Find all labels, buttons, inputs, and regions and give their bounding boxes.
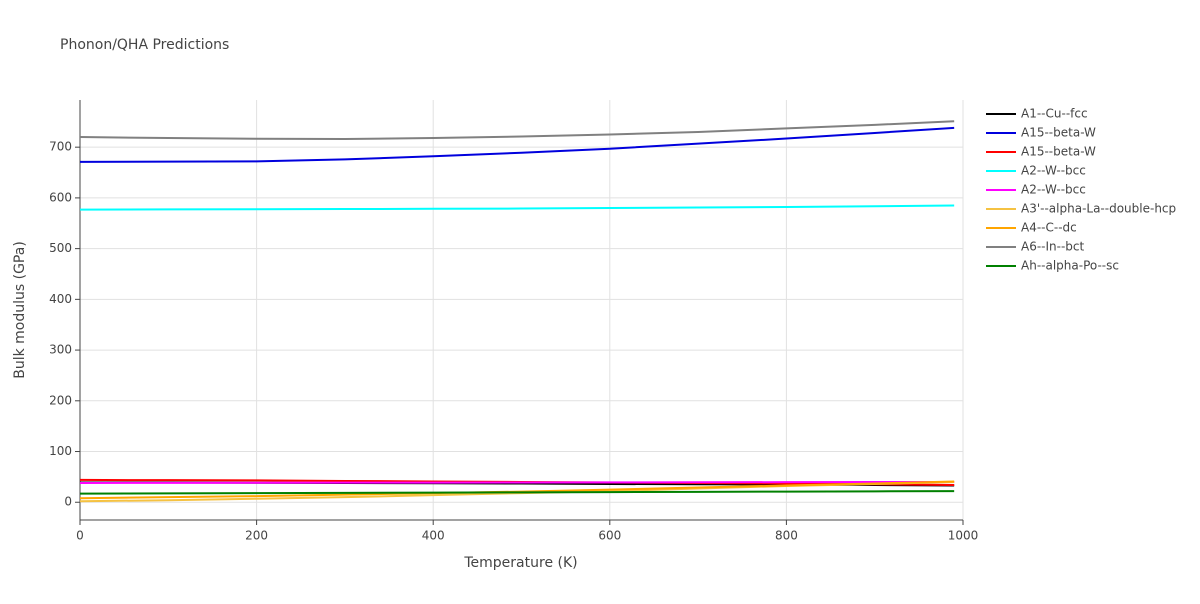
- x-tick-label: 1000: [948, 529, 979, 543]
- y-tick-label: 700: [49, 140, 72, 154]
- legend-label: A2--W--bcc: [1021, 164, 1086, 178]
- y-tick-label: 500: [49, 241, 72, 255]
- legend-label: A1--Cu--fcc: [1021, 107, 1088, 121]
- chart-title: Phonon/QHA Predictions: [60, 37, 229, 53]
- y-tick-label: 600: [49, 190, 72, 204]
- series-line: [79, 120, 955, 141]
- y-tick-label: 0: [64, 495, 72, 509]
- y-tick-label: 100: [49, 444, 72, 458]
- series-line: [79, 204, 955, 211]
- x-axis-label: Temperature (K): [463, 555, 577, 571]
- legend-label: A15--beta-W: [1021, 126, 1096, 140]
- y-axis-label: Bulk modulus (GPa): [12, 241, 28, 379]
- x-tick-label: 400: [422, 529, 445, 543]
- legend-label: A3'--alpha-La--double-hcp: [1021, 202, 1176, 216]
- y-tick-label: 400: [49, 292, 72, 306]
- legend-label: A15--beta-W: [1021, 145, 1096, 159]
- y-tick-label: 300: [49, 343, 72, 357]
- legend-label: A6--In--bct: [1021, 240, 1085, 254]
- x-tick-label: 600: [598, 529, 621, 543]
- x-tick-label: 200: [245, 529, 268, 543]
- y-tick-label: 200: [49, 393, 72, 407]
- x-tick-label: 800: [775, 529, 798, 543]
- x-tick-label: 0: [76, 529, 84, 543]
- series-line: [79, 126, 955, 163]
- legend-label: Ah--alpha-Po--sc: [1021, 259, 1119, 273]
- series-line: [79, 490, 955, 495]
- series-line: [79, 480, 955, 484]
- legend-label: A2--W--bcc: [1021, 183, 1086, 197]
- legend-label: A4--C--dc: [1021, 221, 1077, 235]
